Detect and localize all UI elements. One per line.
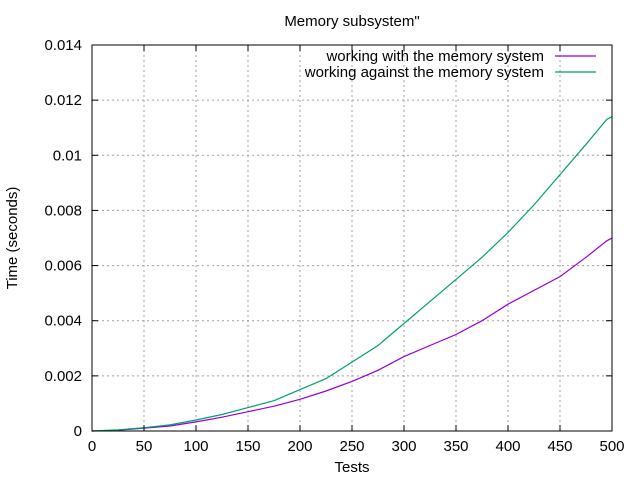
- x-axis-label: Tests: [334, 459, 369, 476]
- y-axis-label: Time (seconds): [4, 187, 21, 290]
- series-line-2: [91, 116, 613, 432]
- series-line-1: [91, 237, 613, 432]
- y-tick-label: 0: [74, 423, 82, 440]
- x-tick-label: 150: [235, 438, 260, 455]
- x-tick-label: 200: [287, 438, 312, 455]
- x-tick-label: 450: [547, 438, 572, 455]
- x-tick-label: 50: [136, 438, 153, 455]
- x-tick-label: 400: [495, 438, 520, 455]
- legend-label: working with the memory system: [325, 48, 544, 65]
- grid: [92, 45, 612, 431]
- chart-title: Memory subsystem": [284, 13, 419, 30]
- plot-frame: [91, 44, 613, 432]
- x-tick-label: 100: [183, 438, 208, 455]
- y-tick-label: 0.012: [44, 92, 82, 109]
- y-tick-label: 0.006: [44, 258, 82, 275]
- x-tick-label: 300: [391, 438, 416, 455]
- y-tick-label: 0.01: [53, 147, 82, 164]
- x-tick-label: 250: [339, 438, 364, 455]
- legend-label: working against the memory system: [304, 64, 544, 81]
- ticks: 0 50 100 150 200 250 300 350 400 450 500 0 0.002 0.00…: [44, 37, 624, 455]
- x-tick-label: 0: [88, 438, 96, 455]
- y-tick-label: 0.004: [44, 313, 82, 330]
- x-tick-label: 500: [599, 438, 624, 455]
- y-tick-label: 0.014: [44, 37, 82, 54]
- y-tick-label: 0.002: [44, 368, 82, 385]
- y-tick-label: 0.008: [44, 202, 82, 219]
- series-layer: [91, 116, 613, 432]
- x-tick-label: 350: [443, 438, 468, 455]
